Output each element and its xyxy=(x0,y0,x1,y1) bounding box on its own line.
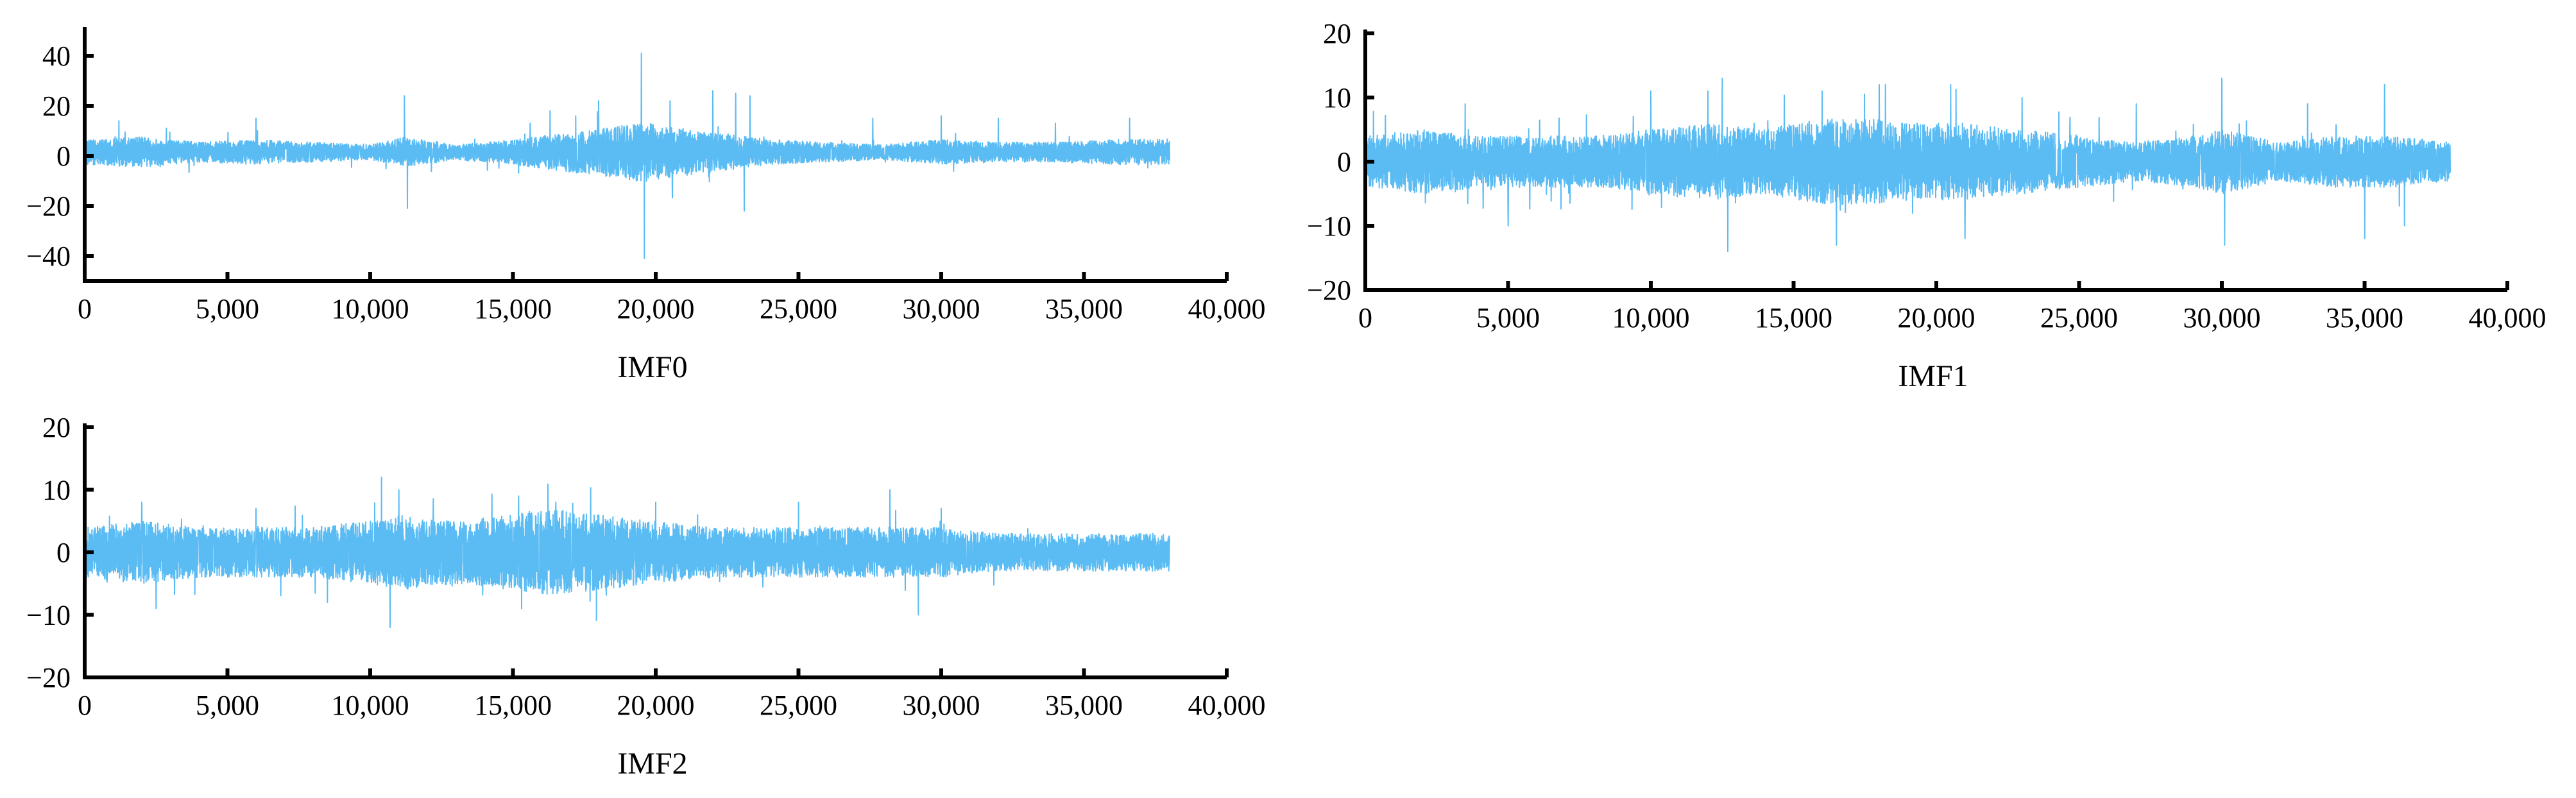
signal-line-imf0 xyxy=(84,53,1170,259)
x-axis-label: IMF0 xyxy=(617,350,687,384)
y-tick-label: 10 xyxy=(1323,82,1351,114)
y-tick-label: 0 xyxy=(56,140,71,172)
y-tick-label: −20 xyxy=(1307,275,1351,306)
y-tick-label: −10 xyxy=(1307,210,1351,242)
x-tick-label: 20,000 xyxy=(617,293,695,325)
x-tick-label: 0 xyxy=(1358,302,1372,334)
x-tick-label: 0 xyxy=(78,690,92,721)
x-tick-label: 15,000 xyxy=(1755,302,1832,334)
x-tick-label: 5,000 xyxy=(196,293,259,325)
x-tick-label: 40,000 xyxy=(2469,302,2546,334)
y-tick-label: −20 xyxy=(26,662,71,693)
y-tick-label: −40 xyxy=(26,241,71,272)
y-tick-label: −10 xyxy=(26,600,71,631)
x-tick-label: 5,000 xyxy=(1476,302,1540,334)
y-tick-label: 0 xyxy=(56,537,71,568)
x-axis-label: IMF2 xyxy=(617,747,687,781)
y-tick-label: 20 xyxy=(42,412,71,443)
y-tick-label: 0 xyxy=(1337,146,1351,178)
x-tick-label: 40,000 xyxy=(1188,293,1266,325)
y-tick-label: −20 xyxy=(26,191,71,222)
x-axis-label: IMF1 xyxy=(1898,359,1968,393)
x-tick-label: 30,000 xyxy=(2183,302,2261,334)
imf2-plot: −20 −10 0 10 20 0 5,000 10,000 15,000 20,000 25,00… xyxy=(26,412,1266,781)
x-tick-label: 25,000 xyxy=(2040,302,2118,334)
signal-line-imf1 xyxy=(1365,78,2451,252)
x-tick-label: 20,000 xyxy=(617,690,695,721)
x-tick-label: 20,000 xyxy=(1898,302,1975,334)
x-tick-label: 15,000 xyxy=(474,293,552,325)
y-tick-label: 10 xyxy=(42,475,71,506)
y-tick-label: 20 xyxy=(42,90,71,122)
y-tick-label: 40 xyxy=(42,40,71,72)
x-tick-label: 0 xyxy=(78,293,92,325)
x-tick-label: 35,000 xyxy=(1045,690,1123,721)
x-tick-label: 30,000 xyxy=(903,293,980,325)
x-tick-label: 35,000 xyxy=(1045,293,1123,325)
x-tick-label: 40,000 xyxy=(1188,690,1266,721)
y-tick-label: 20 xyxy=(1323,18,1351,49)
signal-line-imf2 xyxy=(84,477,1170,628)
imf2-chart: −20 −10 0 10 20 0 5,000 10,000 15,000 20,000 25,00… xyxy=(0,398,1283,798)
x-tick-label: 30,000 xyxy=(903,690,980,721)
x-tick-label: 25,000 xyxy=(760,690,837,721)
imf0-plot: −40 −20 0 20 40 0 5,000 10,000 15,000 20,000 25,00… xyxy=(26,27,1266,384)
x-tick-label: 15,000 xyxy=(474,690,552,721)
imf0-chart: −40 −20 0 20 40 0 5,000 10,000 15,000 20,000 25,00… xyxy=(0,0,1283,398)
x-tick-label: 35,000 xyxy=(2326,302,2403,334)
x-tick-label: 10,000 xyxy=(332,690,409,721)
x-tick-label: 10,000 xyxy=(1612,302,1690,334)
x-tick-label: 25,000 xyxy=(760,293,837,325)
imf1-chart: −20 −10 0 10 20 0 5,000 10,000 15,000 20,000 25,00… xyxy=(1283,0,2576,398)
imf1-plot: −20 −10 0 10 20 0 5,000 10,000 15,000 20,000 25,00… xyxy=(1307,18,2546,393)
x-tick-label: 10,000 xyxy=(332,293,409,325)
x-tick-label: 5,000 xyxy=(196,690,259,721)
